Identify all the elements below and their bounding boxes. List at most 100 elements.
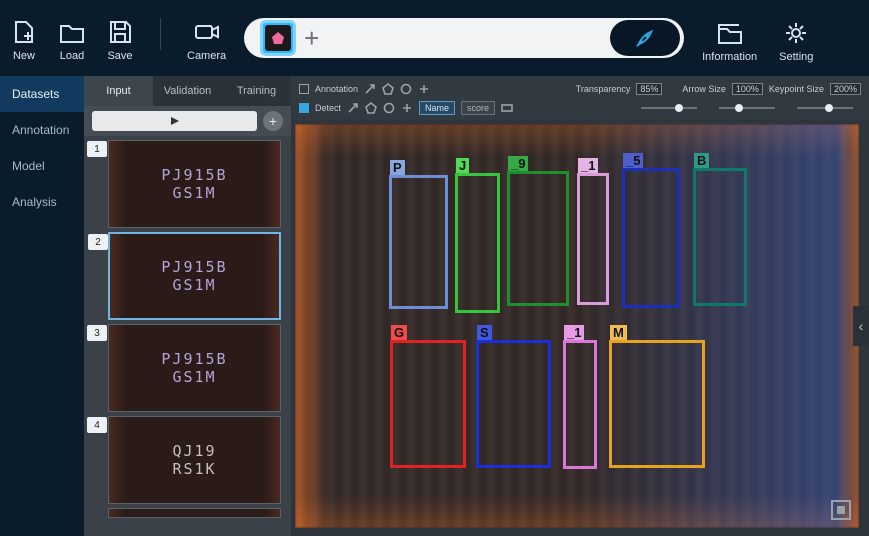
transparency-slider[interactable]: [641, 107, 697, 109]
load-label: Load: [60, 50, 84, 62]
arrow-size-value[interactable]: 100%: [732, 83, 763, 95]
circle-tool-icon[interactable]: [400, 83, 412, 95]
transparency-value[interactable]: 85%: [636, 83, 662, 95]
pentagon-tool-icon[interactable]: [382, 83, 394, 95]
camera-label: Camera: [187, 50, 226, 62]
nav-model[interactable]: Model: [0, 148, 84, 184]
detection-box[interactable]: P: [389, 175, 448, 309]
tab-training[interactable]: Training: [222, 76, 291, 106]
model-pill: +: [244, 18, 684, 58]
transparency-label: Transparency: [576, 84, 631, 94]
detection-box[interactable]: B: [693, 168, 747, 306]
add-model-button[interactable]: +: [304, 23, 319, 54]
rocket-icon: [634, 27, 656, 49]
thumb-item[interactable]: 1PJ915BGS1M: [108, 140, 281, 228]
play-row: +: [84, 106, 291, 136]
save-icon: [106, 18, 134, 46]
score-toggle[interactable]: score: [461, 101, 495, 115]
nav-analysis[interactable]: Analysis: [0, 184, 84, 220]
thumb-list: 1PJ915BGS1M2PJ915BGS1M3PJ915BGS1M4QJ19RS…: [84, 136, 291, 536]
thumb-line1: PJ915B: [161, 350, 227, 368]
thumb-item[interactable]: [108, 508, 281, 518]
add-thumb-button[interactable]: +: [263, 111, 283, 131]
control-row-1: Annotation Transparency 85% Arrow Size 1…: [299, 80, 861, 97]
detection-label: G: [391, 325, 407, 340]
detection-box[interactable]: _1: [563, 340, 597, 469]
run-button[interactable]: [610, 20, 680, 56]
main-area: Datasets Annotation Model Analysis Input…: [0, 76, 869, 536]
viewer: Annotation Transparency 85% Arrow Size 1…: [291, 76, 869, 536]
separator: [160, 18, 161, 50]
pentagon-icon: [265, 25, 291, 51]
side-nav: Datasets Annotation Model Analysis: [0, 76, 84, 536]
tool-group-left: New Load Save Camera: [10, 18, 226, 64]
top-toolbar: New Load Save Camera + Information: [0, 0, 869, 76]
detection-label: _9: [508, 156, 528, 171]
thumb-line1: PJ915B: [161, 166, 227, 184]
arrow-size-slider[interactable]: [719, 107, 775, 109]
detection-box[interactable]: _5: [622, 168, 680, 308]
rect-tool-icon[interactable]: [501, 102, 513, 114]
detection-label: B: [694, 153, 709, 168]
image-canvas[interactable]: PJ_9_1_5BGS_1M: [295, 124, 859, 528]
arrow-size-label: Arrow Size: [682, 84, 726, 94]
thumb-line2: RS1K: [172, 460, 216, 478]
detection-box[interactable]: _9: [507, 171, 569, 306]
detection-box[interactable]: M: [609, 340, 705, 468]
thumb-line2: GS1M: [172, 368, 216, 386]
thumb-item[interactable]: 2PJ915BGS1M: [108, 232, 281, 320]
plus-tool-icon-2[interactable]: [401, 102, 413, 114]
nav-datasets[interactable]: Datasets: [0, 76, 84, 112]
save-label: Save: [107, 50, 132, 62]
information-label: Information: [702, 51, 757, 63]
nav-annotation[interactable]: Annotation: [0, 112, 84, 148]
folder-icon: [58, 18, 86, 46]
panel-collapse-button[interactable]: ‹: [853, 306, 869, 346]
save-button[interactable]: Save: [106, 18, 134, 62]
thumb-line2: GS1M: [172, 184, 216, 202]
play-button[interactable]: [92, 111, 257, 131]
pentagon-tool-icon-2[interactable]: [365, 102, 377, 114]
gear-icon: [782, 19, 810, 47]
camera-button[interactable]: Camera: [187, 18, 226, 62]
tab-validation[interactable]: Validation: [153, 76, 222, 106]
thumb-line2: GS1M: [172, 276, 216, 294]
keypoint-size-label: Keypoint Size: [769, 84, 824, 94]
thumb-index: 2: [88, 234, 108, 250]
keypoint-size-slider[interactable]: [797, 107, 853, 109]
detect-checkbox[interactable]: [299, 103, 309, 113]
detection-label: S: [477, 325, 492, 340]
thumb-line1: QJ19: [172, 442, 216, 460]
detect-label: Detect: [315, 103, 341, 113]
tab-input[interactable]: Input: [84, 76, 153, 106]
detection-box[interactable]: J: [455, 173, 500, 313]
information-button[interactable]: Information: [702, 19, 757, 63]
detection-box[interactable]: S: [476, 340, 551, 468]
thumb-line1: PJ915B: [161, 258, 227, 276]
detection-box[interactable]: _1: [577, 173, 609, 305]
zoom-reset-icon[interactable]: [831, 500, 851, 520]
arrow-icon[interactable]: [364, 83, 376, 95]
annotation-checkbox[interactable]: [299, 84, 309, 94]
annotation-label: Annotation: [315, 84, 358, 94]
tool-group-right: Information Setting: [702, 19, 813, 63]
new-label: New: [13, 50, 35, 62]
detection-box[interactable]: G: [390, 340, 466, 468]
thumb-item[interactable]: 3PJ915BGS1M: [108, 324, 281, 412]
keypoint-size-value[interactable]: 200%: [830, 83, 861, 95]
thumb-index: 3: [87, 325, 107, 341]
setting-button[interactable]: Setting: [779, 19, 813, 63]
control-bar: Annotation Transparency 85% Arrow Size 1…: [291, 76, 869, 120]
detection-label: M: [610, 325, 627, 340]
new-button[interactable]: New: [10, 18, 38, 62]
thumb-tabbar: Input Validation Training: [84, 76, 291, 106]
model-chip[interactable]: [260, 20, 296, 56]
arrow-icon-2[interactable]: [347, 102, 359, 114]
plus-tool-icon[interactable]: [418, 83, 430, 95]
load-button[interactable]: Load: [58, 18, 86, 62]
thumb-item[interactable]: 4QJ19RS1K: [108, 416, 281, 504]
name-toggle[interactable]: Name: [419, 101, 455, 115]
circle-tool-icon-2[interactable]: [383, 102, 395, 114]
play-icon: [170, 116, 180, 126]
thumb-index: 1: [87, 141, 107, 157]
